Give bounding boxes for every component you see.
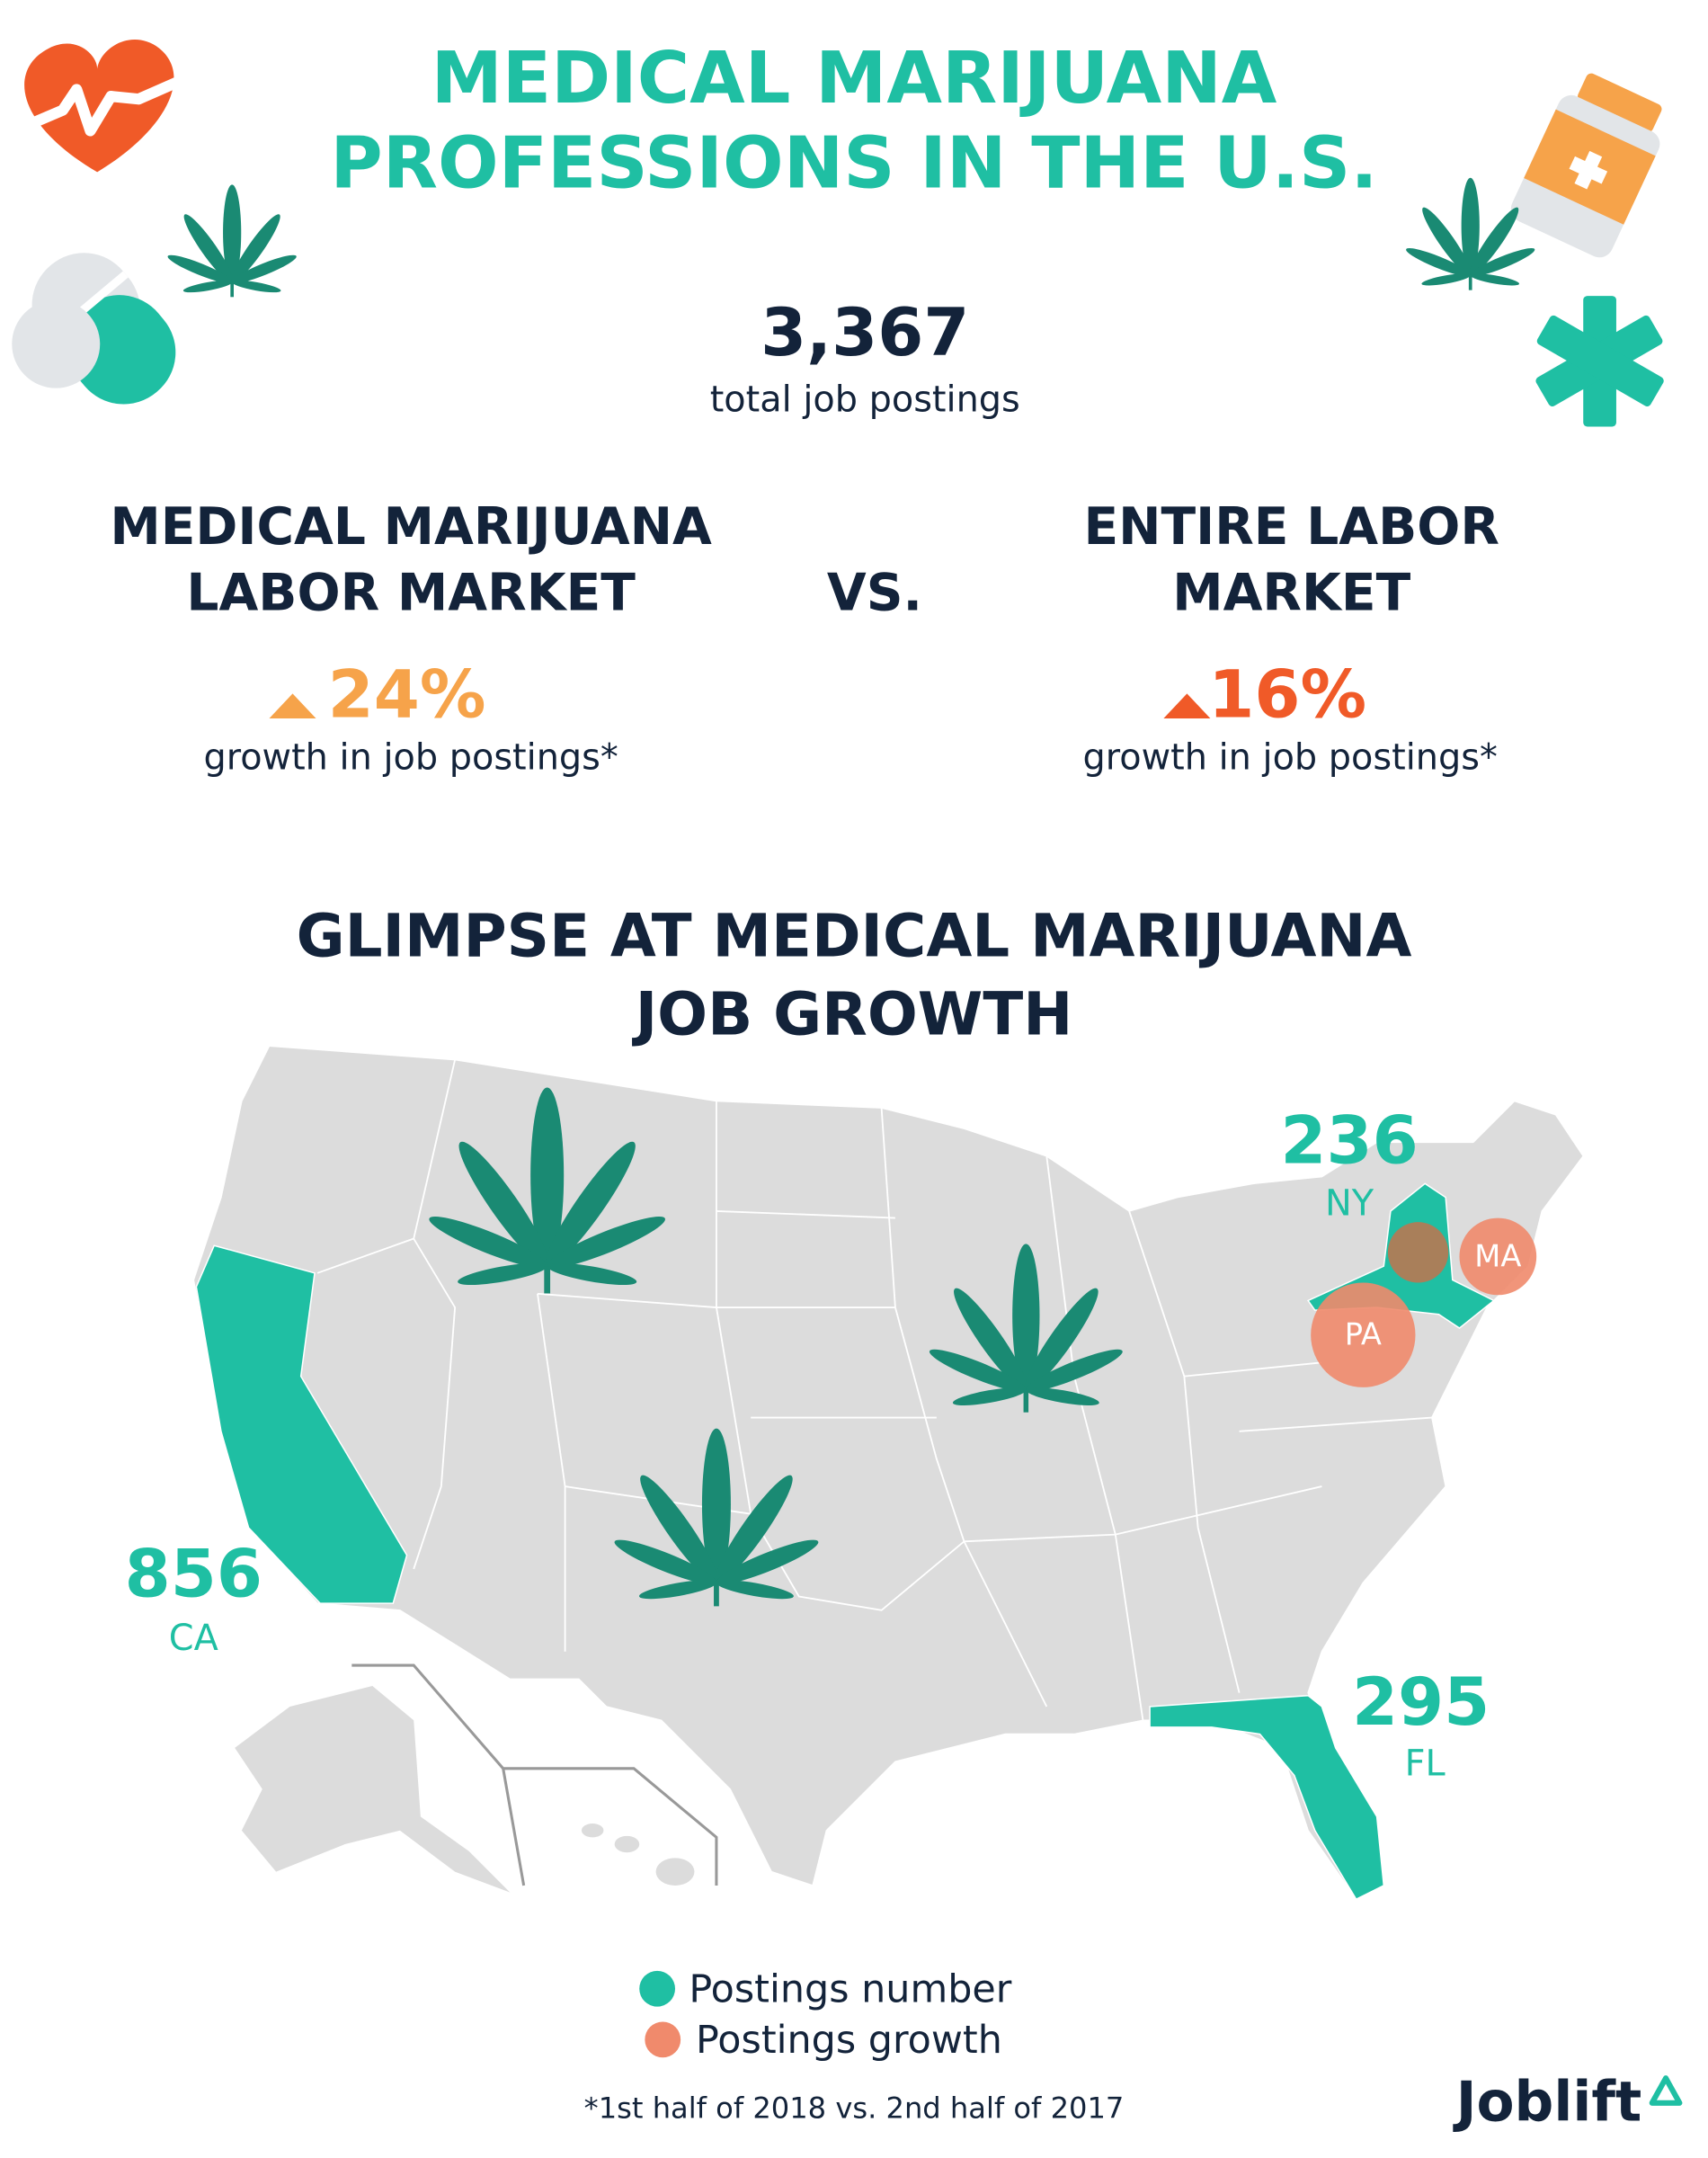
map-title: JOB GROWTH [632, 980, 1073, 1049]
left-title: LABOR MARKET [186, 563, 636, 622]
total-label: total job postings [710, 379, 1020, 420]
us-map: MA PA [192, 1045, 1585, 1901]
growth-overlap [1387, 1222, 1449, 1283]
marker-label: MA [1474, 1238, 1521, 1273]
logo: Joblift [1453, 2070, 1642, 2134]
hawaii [581, 1824, 695, 1886]
title: PROFESSIONS IN THE U.S. [330, 121, 1377, 205]
inset-divider [351, 1663, 718, 1886]
legend-label: Postings growth [696, 2018, 1002, 2063]
asterisk-icon [1535, 296, 1664, 427]
state-value: 856 [125, 1537, 262, 1613]
state-label: CA [169, 1618, 218, 1659]
legend-swatch [639, 1970, 676, 2007]
state-value: 236 [1280, 1102, 1418, 1179]
up-arrow [1163, 693, 1211, 718]
state-label: FL [1405, 1743, 1446, 1784]
left-growth: 24% [328, 657, 486, 734]
state-value: 295 [1352, 1664, 1490, 1741]
alaska [235, 1686, 511, 1893]
state-ca [195, 1244, 408, 1604]
leaf-icon [165, 184, 299, 298]
total-value: 3,367 [761, 295, 969, 371]
growth-marker [1459, 1217, 1537, 1296]
right-title: MARKET [1172, 563, 1410, 622]
bottle-icon [1510, 73, 1662, 258]
growth-marker [1311, 1282, 1416, 1387]
map-title: GLIMPSE AT MEDICAL MARIJUANA [297, 901, 1412, 970]
state-fl [1149, 1694, 1385, 1901]
left-title: MEDICAL MARIJUANA [110, 497, 712, 557]
vs: VS. [827, 563, 922, 622]
heart-icon [12, 40, 185, 173]
right-growth: 16% [1208, 657, 1366, 734]
pill-icon [12, 299, 101, 388]
state-label: NY [1325, 1182, 1374, 1224]
footnote: *1st half of 2018 vs. 2nd half of 2017 [584, 2091, 1125, 2125]
logo-mark [1649, 2075, 1683, 2106]
marker-label: PA [1345, 1317, 1382, 1352]
right-title: ENTIRE LABOR [1083, 497, 1499, 557]
left-caption: growth in job postings* [203, 736, 618, 778]
title: MEDICAL MARIJUANA [431, 36, 1277, 120]
up-arrow [269, 693, 316, 718]
legend-swatch [645, 2021, 681, 2058]
legend-label: Postings number [689, 1966, 1011, 2011]
right-caption: growth in job postings* [1083, 736, 1498, 778]
